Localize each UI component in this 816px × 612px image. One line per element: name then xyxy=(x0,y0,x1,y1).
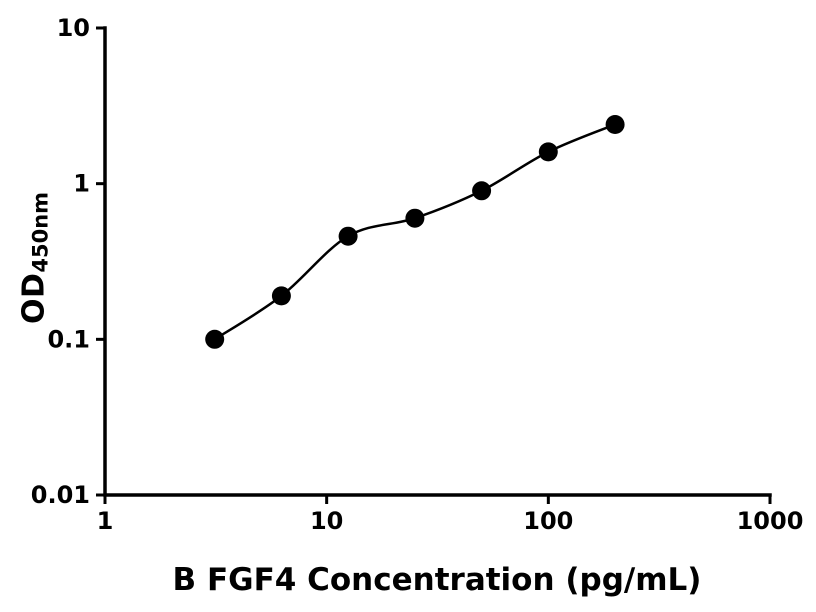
y-tick-label: 10 xyxy=(57,14,90,42)
x-axis-title: B FGF4 Concentration (pg/mL) xyxy=(172,562,702,598)
data-point xyxy=(405,208,425,228)
y-axis-title-main: OD xyxy=(16,272,52,325)
axis-lines xyxy=(103,26,772,497)
x-tick-label: 100 xyxy=(523,507,573,535)
y-tick-label: 0.1 xyxy=(47,325,90,353)
data-point xyxy=(338,226,358,246)
x-tick-label: 10 xyxy=(310,507,343,535)
y-axis-title: OD450nm xyxy=(16,191,53,325)
y-axis-title-sub: 450nm xyxy=(28,191,53,273)
y-tick-label: 1 xyxy=(73,170,90,198)
data-point xyxy=(271,286,291,306)
x-tick-label: 1 xyxy=(97,507,114,535)
y-tick-label: 0.01 xyxy=(31,481,90,509)
data-point xyxy=(205,329,225,349)
data-point xyxy=(472,181,492,201)
data-point xyxy=(605,115,625,134)
x-tick-label: 1000 xyxy=(737,507,804,535)
data-point xyxy=(538,142,558,162)
